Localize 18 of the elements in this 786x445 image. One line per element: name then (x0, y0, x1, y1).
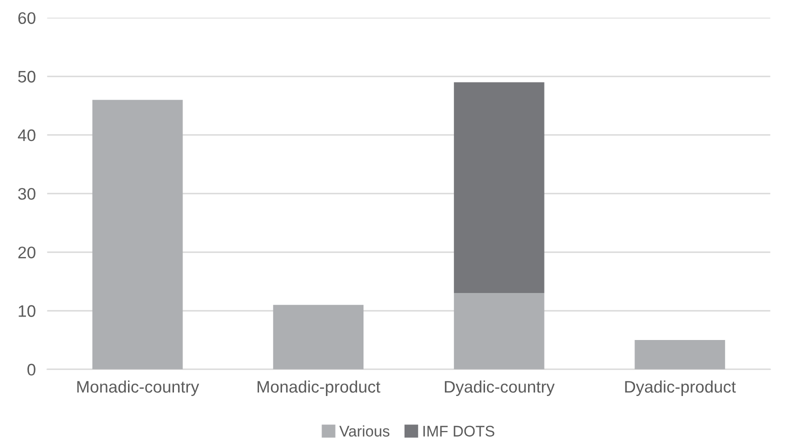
x-tick-label: Monadic-country (77, 380, 200, 396)
y-tick-label: 0 (27, 364, 36, 376)
legend-label: Various (339, 425, 390, 437)
x-tick-label: Monadic-product (258, 380, 380, 396)
y-tick-label: 30 (18, 188, 36, 200)
bar (92, 100, 183, 370)
y-tick-label: 10 (18, 305, 36, 317)
bar (454, 293, 544, 370)
bar (273, 304, 364, 370)
x-tick-label: Dyadic-product (625, 380, 736, 396)
y-tick-label: 60 (18, 12, 36, 24)
y-tick-label: 20 (18, 246, 36, 258)
y-tick-label: 50 (18, 70, 36, 83)
legend-label: IMF DOTS (423, 426, 494, 437)
y-tick-label: 40 (18, 129, 36, 142)
bar (454, 82, 544, 294)
bar (634, 340, 726, 370)
x-tick-label: Dyadic-country (444, 380, 555, 396)
